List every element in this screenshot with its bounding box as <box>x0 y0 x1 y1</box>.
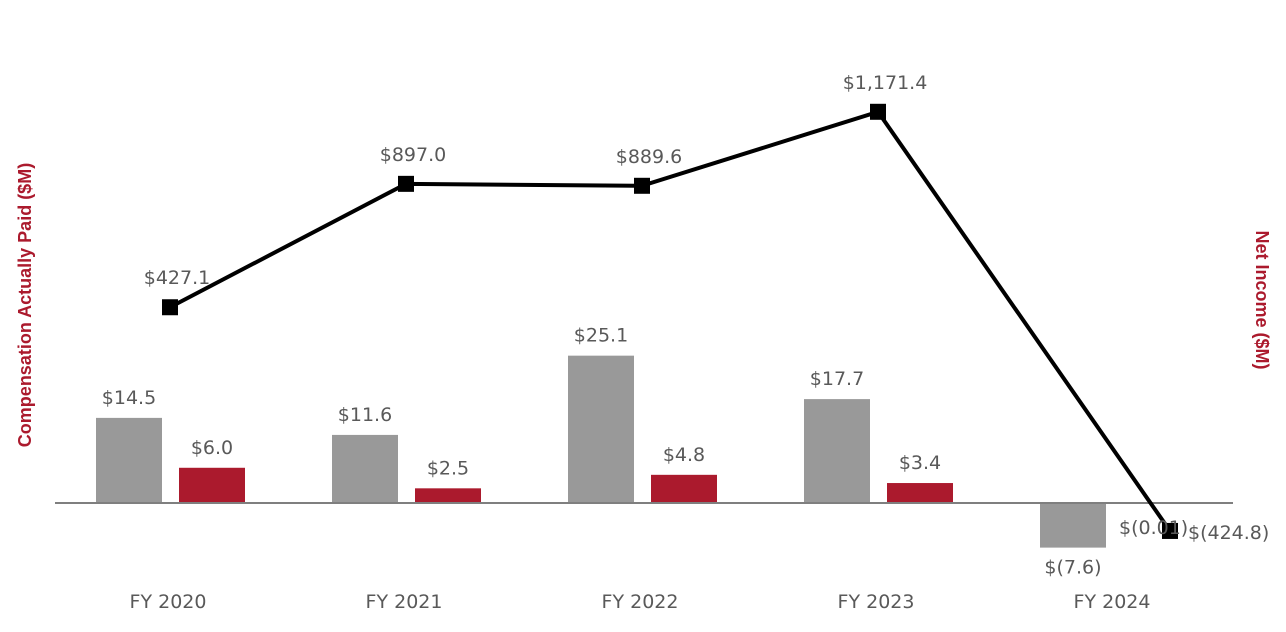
bars-layer <box>96 355 1189 548</box>
comp-series-1-bar-1 <box>332 434 398 503</box>
comp-series-1-label-3: $17.7 <box>810 368 864 390</box>
net-income-label-3: $1,171.4 <box>843 72 928 94</box>
right-axis-title: Net Income ($M) <box>1252 230 1272 369</box>
net-income-label-4: $(424.8) <box>1188 522 1269 544</box>
comp-series-2-label-0: $6.0 <box>191 437 233 459</box>
value-labels-layer: $14.5 $6.0 $11.6 $2.5 $25.1 $4.8 $17.7 $3.4 $(7.… <box>102 72 1270 579</box>
comp-series-1-bar-2 <box>568 355 634 503</box>
comp-series-1-bar-4 <box>1040 503 1106 548</box>
comp-series-2-bar-0 <box>179 467 245 503</box>
comp-series-1-bar-0 <box>96 417 162 503</box>
category-label-4: FY 2024 <box>1074 591 1151 613</box>
net-income-marker-3 <box>870 103 886 120</box>
category-labels-layer: FY 2020 FY 2021 FY 2022 FY 2023 FY 2024 <box>130 591 1151 613</box>
net-income-line <box>169 109 1172 533</box>
comp-series-1-bar-3 <box>804 399 870 503</box>
net-income-marker-1 <box>398 175 414 192</box>
category-label-3: FY 2023 <box>838 591 915 613</box>
comp-series-2-bar-2 <box>651 474 717 503</box>
comp-series-2-label-2: $4.8 <box>663 444 705 466</box>
comp-series-2-bar-1 <box>415 488 481 503</box>
category-label-0: FY 2020 <box>130 591 207 613</box>
net-income-marker-0 <box>162 299 178 316</box>
comp-series-2-label-1: $2.5 <box>427 457 469 479</box>
net-income-label-2: $889.6 <box>616 146 682 168</box>
left-axis-title: Compensation Actually Paid ($M) <box>15 163 35 447</box>
comp-series-1-label-2: $25.1 <box>574 325 628 347</box>
net-income-marker-2 <box>634 177 650 194</box>
category-label-2: FY 2022 <box>602 591 679 613</box>
net-income-label-1: $897.0 <box>380 144 446 166</box>
net-income-line-layer <box>162 103 1178 539</box>
net-income-marker-4 <box>1162 522 1178 539</box>
comp-series-1-label-0: $14.5 <box>102 387 156 409</box>
comp-series-2-label-4: $(0.01) <box>1119 517 1188 539</box>
category-label-1: FY 2021 <box>366 591 443 613</box>
comp-series-2-label-3: $3.4 <box>899 452 941 474</box>
comp-series-2-bar-3 <box>887 483 953 503</box>
comp-series-1-label-4: $(7.6) <box>1044 557 1101 579</box>
net-income-label-0: $427.1 <box>144 267 210 289</box>
comp-series-1-label-1: $11.6 <box>338 404 392 426</box>
